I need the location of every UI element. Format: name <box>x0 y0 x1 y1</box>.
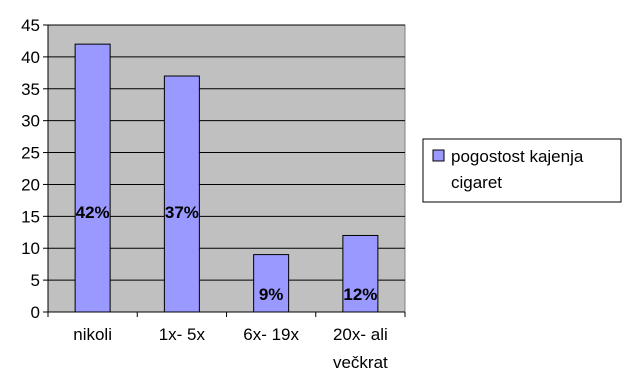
legend-label-line-1: pogostost kajenja <box>451 147 584 166</box>
y-tick-label: 0 <box>31 303 40 322</box>
x-tick-label: 1x- 5x <box>159 325 206 344</box>
bar <box>253 254 290 313</box>
y-tick-label: 10 <box>21 239 40 258</box>
y-tick-label: 35 <box>21 80 40 99</box>
legend-swatch <box>432 149 445 162</box>
bar <box>163 75 200 313</box>
x-axis: nikoli 1x- 5x 6x- 19x 20x- ali večkrat <box>47 311 406 372</box>
bar <box>74 43 111 313</box>
x-tick-label: nikoli <box>73 325 112 344</box>
y-tick-label: 20 <box>21 175 40 194</box>
legend: pogostost kajenja cigaret <box>422 138 622 203</box>
x-tick-label: 6x- 19x <box>243 325 299 344</box>
y-tick-label: 40 <box>21 48 40 67</box>
x-tick-label: 20x- ali <box>333 325 388 344</box>
y-tick-label: 5 <box>31 271 40 290</box>
bar <box>342 234 379 313</box>
legend-label-line-2: cigaret <box>451 173 502 192</box>
data-label: 12% <box>343 285 377 304</box>
y-tick-label: 15 <box>21 207 40 226</box>
legend-box <box>422 138 622 203</box>
y-axis: 0 5 10 15 20 25 30 35 40 45 <box>21 16 49 322</box>
x-tick-label: večkrat <box>333 353 388 372</box>
y-tick-label: 30 <box>21 112 40 131</box>
bars <box>74 43 379 313</box>
data-label: 37% <box>165 203 199 222</box>
y-tick-label: 25 <box>21 144 40 163</box>
data-label: 9% <box>259 285 284 304</box>
data-labels: 42% 37% 9% 12% <box>76 203 378 304</box>
data-label: 42% <box>76 203 110 222</box>
y-tick-label: 45 <box>21 16 40 35</box>
